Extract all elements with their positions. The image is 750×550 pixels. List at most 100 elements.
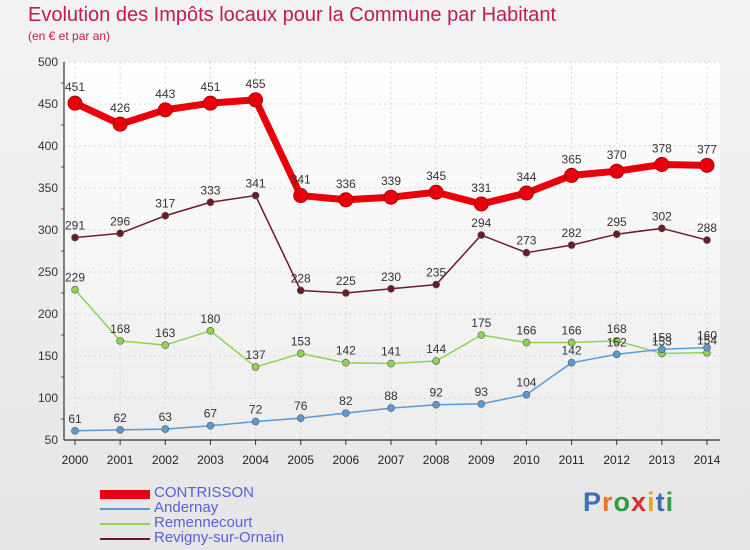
x-tick-label-2013: 2013 [649, 453, 676, 467]
x-tick-label-2002: 2002 [152, 453, 179, 467]
point-andernay-2012 [612, 350, 621, 359]
legend-swatch-revigny-sur-ornain [100, 538, 150, 540]
data-label-remennecourt-2003: 180 [200, 312, 220, 326]
point-revigny-sur-ornain-2002 [161, 211, 170, 220]
legend-label-revigny-sur-ornain: Revigny-sur-Ornain [154, 529, 285, 546]
logo-letter-4: i [647, 487, 656, 517]
x-tick-label-2014: 2014 [694, 453, 721, 467]
y-tick-label-400: 400 [38, 139, 58, 153]
legend-label-contrisson: CONTRISSON [154, 484, 255, 501]
point-contrisson-2003 [202, 95, 218, 111]
point-revigny-sur-ornain-2012 [612, 230, 621, 238]
point-andernay-2000 [71, 426, 79, 435]
data-label-andernay-2007: 88 [384, 389, 398, 403]
data-label-contrisson-2009: 331 [471, 181, 491, 195]
point-andernay-2008 [432, 400, 440, 409]
chart-subtitle: (en € et par an) [28, 29, 111, 43]
data-label-andernay-2014: 160 [697, 329, 717, 343]
data-label-contrisson-2002: 443 [155, 87, 175, 101]
point-andernay-2013 [658, 345, 666, 354]
legend-label-remennecourt: Remennecourt [154, 514, 253, 531]
y-tick-label-50: 50 [45, 433, 59, 447]
x-tick-label-2006: 2006 [333, 453, 360, 467]
point-remennecourt-2007 [387, 359, 395, 368]
point-andernay-2004 [251, 417, 260, 426]
point-revigny-sur-ornain-2000 [71, 233, 79, 242]
data-label-revigny-sur-ornain-2013: 302 [652, 209, 672, 223]
series-group [67, 92, 715, 435]
x-tick-label-2000: 2000 [62, 453, 89, 467]
point-andernay-2009 [477, 400, 486, 408]
data-label-remennecourt-2005: 153 [291, 334, 311, 348]
point-revigny-sur-ornain-2011 [567, 241, 576, 249]
point-revigny-sur-ornain-2001 [116, 229, 124, 238]
logo-letter-3: x [631, 487, 648, 517]
x-tick-label-2010: 2010 [513, 453, 540, 467]
data-label-contrisson-2004: 455 [246, 77, 266, 91]
y-tick-label-150: 150 [38, 349, 58, 363]
x-tick-label-2009: 2009 [468, 453, 495, 467]
point-remennecourt-2003 [206, 326, 215, 335]
point-andernay-2006 [342, 409, 350, 417]
x-tick-label-2011: 2011 [559, 453, 585, 467]
data-label-contrisson-2003: 451 [200, 80, 220, 94]
data-label-andernay-2006: 82 [339, 394, 353, 408]
data-label-revigny-sur-ornain-2003: 333 [200, 183, 220, 197]
y-tick-label-350: 350 [38, 181, 58, 195]
y-tick-label-200: 200 [38, 307, 58, 321]
point-revigny-sur-ornain-2014 [703, 236, 711, 244]
data-label-contrisson-2014: 377 [697, 142, 717, 156]
data-label-contrisson-2012: 370 [607, 148, 627, 162]
data-label-andernay-2005: 76 [294, 399, 308, 413]
x-tick-label-2003: 2003 [197, 453, 224, 467]
point-contrisson-2009 [473, 196, 489, 212]
legend-swatch-contrisson [100, 490, 150, 499]
point-contrisson-2004 [248, 92, 264, 108]
point-contrisson-2002 [157, 102, 173, 118]
data-label-andernay-2008: 92 [429, 386, 443, 400]
point-revigny-sur-ornain-2005 [296, 286, 305, 295]
y-tick-label-500: 500 [38, 55, 58, 69]
data-label-contrisson-2011: 365 [562, 152, 582, 166]
point-contrisson-2000 [67, 95, 83, 111]
data-label-contrisson-2006: 336 [336, 177, 356, 191]
x-tick-label-2005: 2005 [287, 453, 314, 467]
point-contrisson-2001 [112, 116, 128, 132]
point-remennecourt-2002 [161, 341, 170, 349]
point-revigny-sur-ornain-2013 [658, 224, 666, 233]
data-label-andernay-2012: 152 [607, 335, 627, 349]
point-andernay-2003 [206, 421, 215, 430]
chart-title: Evolution des Impôts locaux pour la Comm… [28, 4, 557, 26]
legend-label-andernay: Andernay [154, 499, 219, 516]
legend-swatch-andernay [100, 508, 150, 510]
point-andernay-2007 [387, 404, 395, 412]
x-tick-label-2001: 2001 [107, 453, 134, 467]
data-label-revigny-sur-ornain-2001: 296 [110, 214, 130, 228]
point-contrisson-2007 [383, 189, 399, 205]
point-contrisson-2011 [564, 167, 580, 183]
data-label-revigny-sur-ornain-2008: 235 [426, 266, 446, 280]
data-label-revigny-sur-ornain-2007: 230 [381, 270, 401, 284]
point-remennecourt-2004 [251, 363, 260, 371]
data-label-remennecourt-2010: 166 [516, 324, 536, 338]
point-remennecourt-2005 [296, 349, 305, 358]
data-label-revigny-sur-ornain-2010: 273 [516, 234, 536, 248]
data-label-remennecourt-2011: 166 [562, 324, 582, 338]
data-label-andernay-2010: 104 [516, 376, 536, 390]
data-label-revigny-sur-ornain-2000: 291 [65, 219, 85, 233]
data-label-andernay-2003: 67 [204, 407, 218, 421]
data-label-revigny-sur-ornain-2011: 282 [562, 226, 582, 240]
data-label-remennecourt-2001: 168 [110, 322, 130, 336]
data-label-contrisson-2013: 378 [652, 141, 672, 155]
data-label-revigny-sur-ornain-2012: 295 [607, 215, 627, 229]
y-tick-label-250: 250 [38, 265, 58, 279]
data-label-remennecourt-2014: 154 [697, 334, 717, 348]
data-label-remennecourt-2004: 137 [246, 348, 266, 362]
point-andernay-2002 [161, 425, 170, 433]
axes: 50 100 150 200 250 300 350 400 450 500 2000 2001 200… [38, 55, 721, 467]
data-label-remennecourt-2006: 142 [336, 344, 356, 358]
data-label-andernay-2000: 61 [68, 412, 82, 426]
data-label-revigny-sur-ornain-2005: 228 [291, 271, 311, 285]
y-tick-label-100: 100 [38, 391, 58, 405]
